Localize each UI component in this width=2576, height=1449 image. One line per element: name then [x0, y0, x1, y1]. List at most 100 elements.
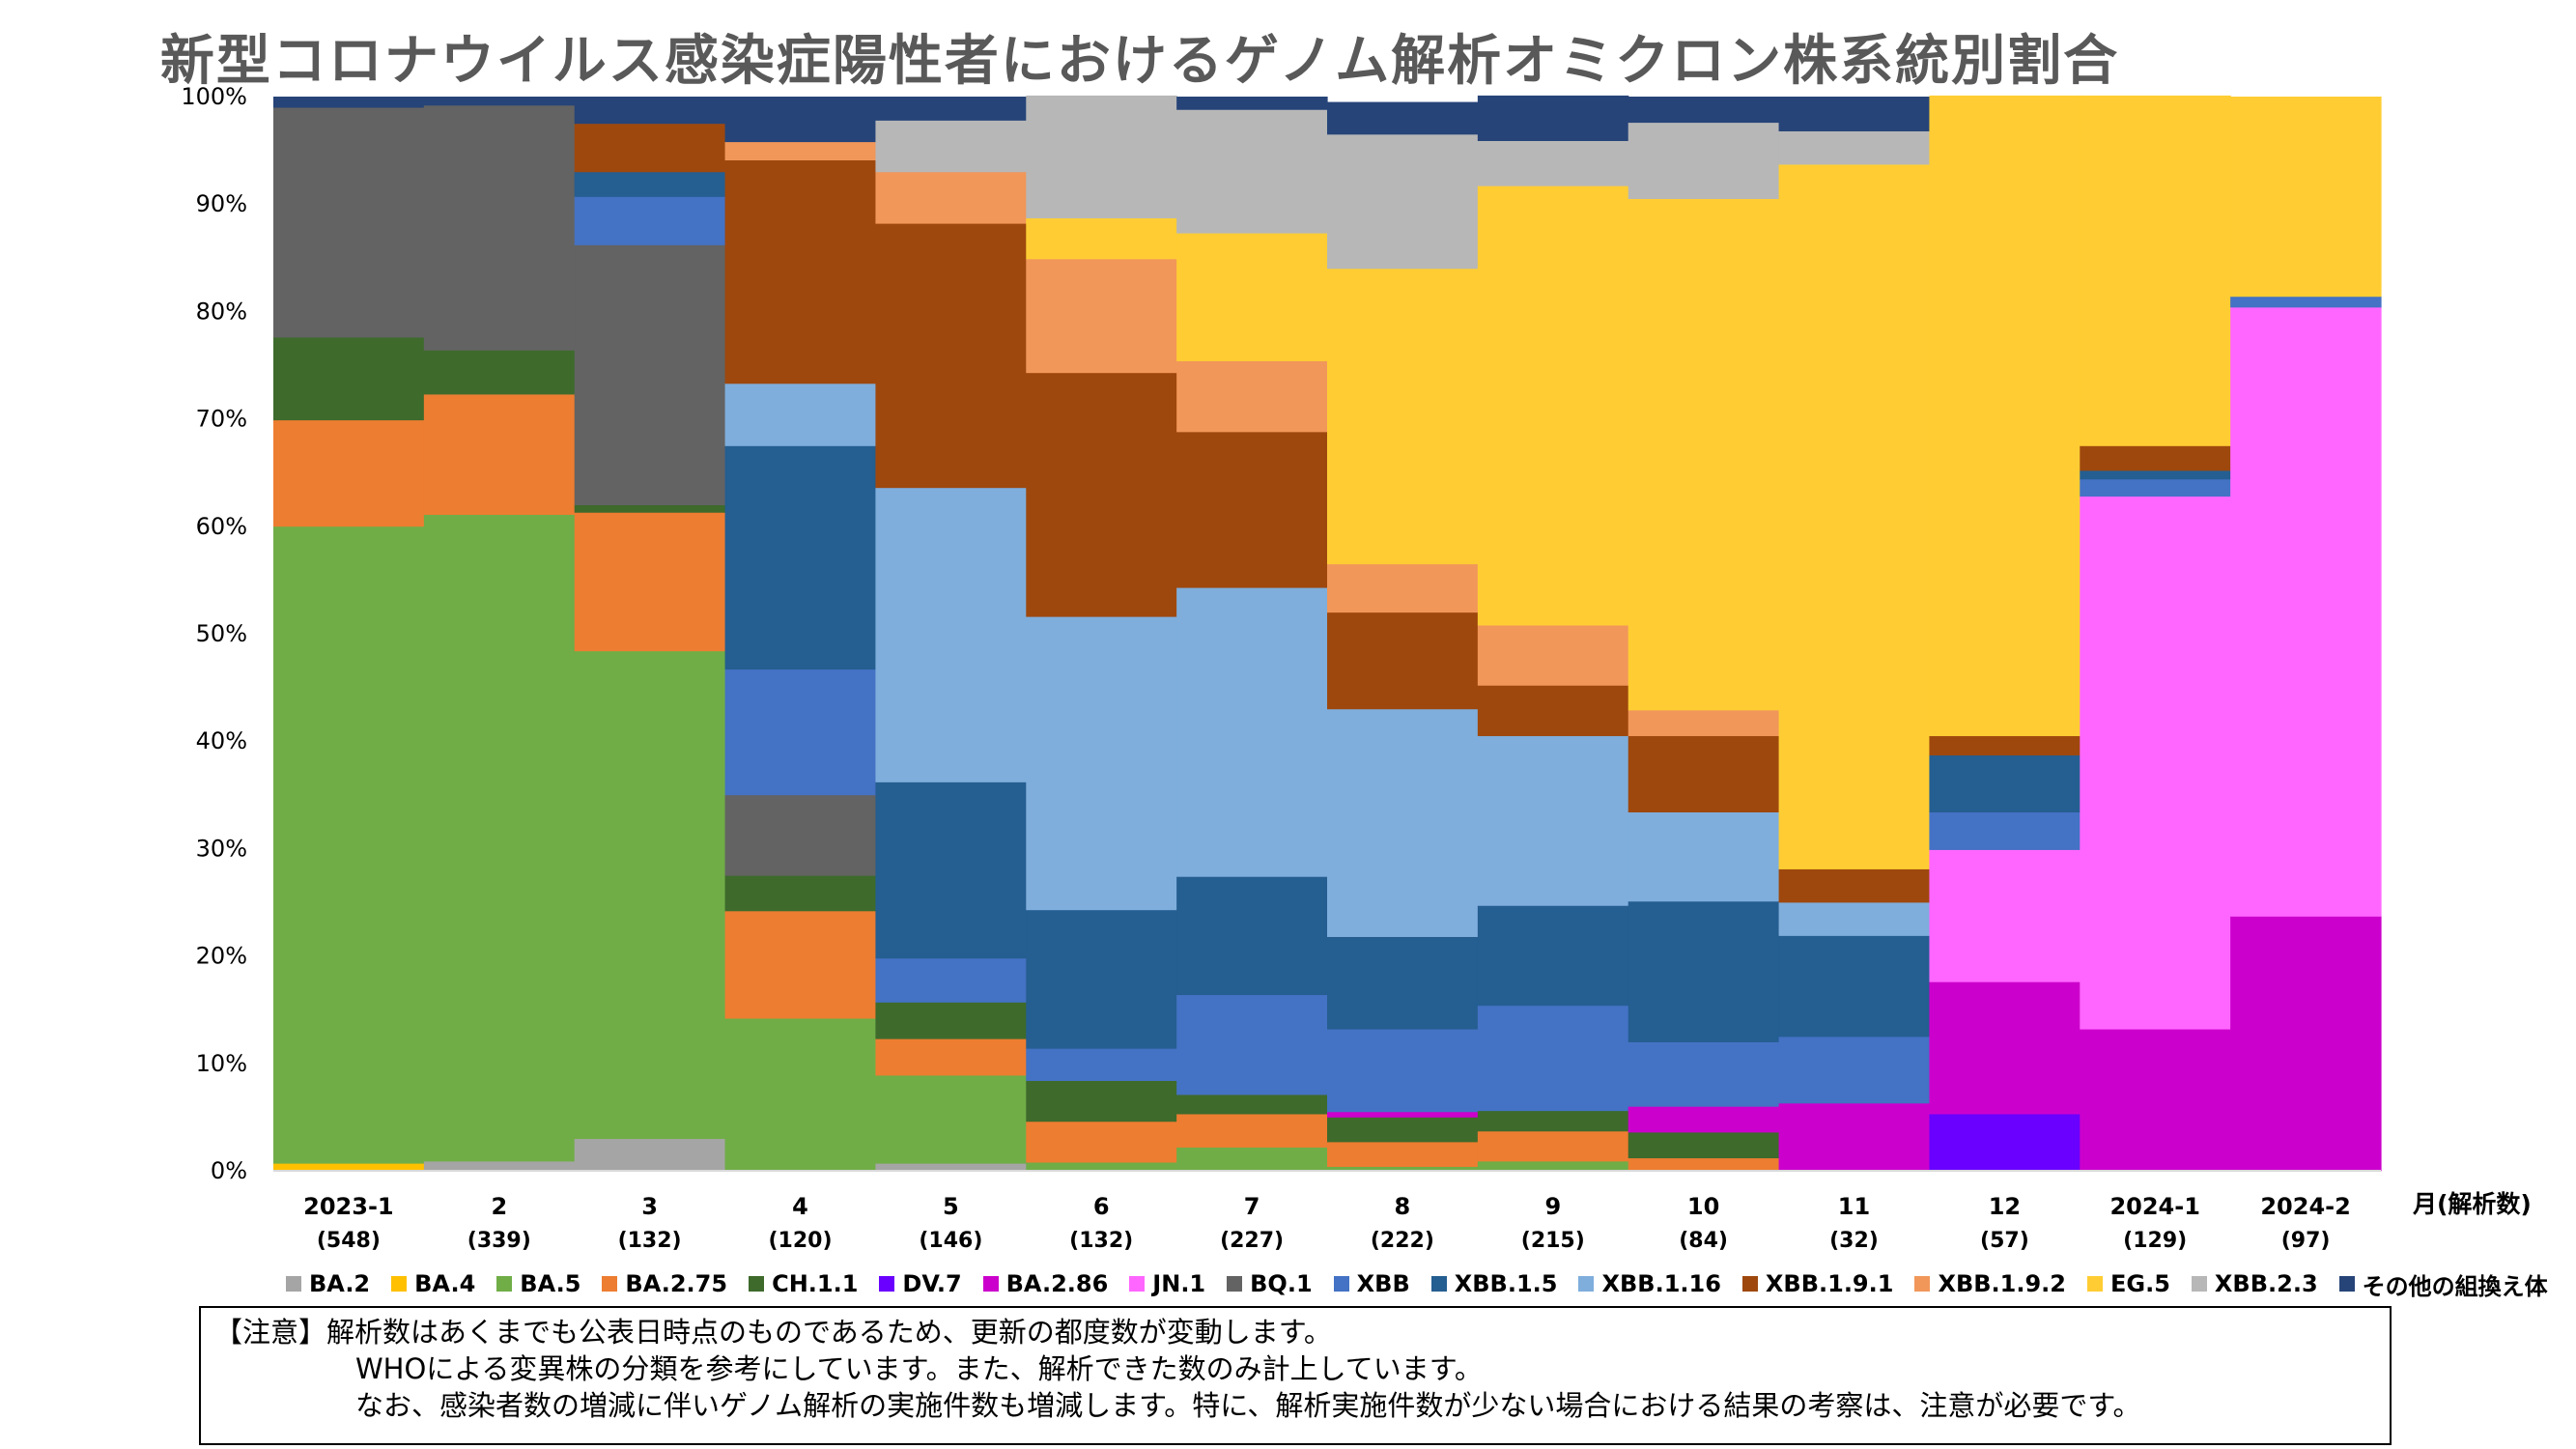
- legend-swatch: [1227, 1276, 1243, 1292]
- y-tick-label: 70%: [196, 406, 247, 433]
- bar-segment-XBB.1.9.1-8: [1327, 611, 1479, 710]
- bar-segment-CH.1.1-4: [724, 875, 877, 912]
- x-tick-count-label: (120): [768, 1229, 832, 1253]
- bar-segment-XBB.1.5-11: [1778, 935, 1931, 1037]
- bar-segment-XBB-6: [1026, 1048, 1177, 1081]
- bars-layer: [273, 95, 2382, 1172]
- bar-segment-XBB.1.16-4: [724, 383, 877, 446]
- legend-label: XBB.2.3: [2214, 1270, 2318, 1297]
- bar-segment-XBB.1.16-10: [1628, 811, 1780, 902]
- bar-segment-BA.2.75-4: [724, 910, 877, 1019]
- bar-segment-XBB.1.16-6: [1026, 616, 1177, 911]
- legend-label: BA.4: [414, 1270, 476, 1297]
- bar-segment-BA.2.75-2: [423, 394, 576, 515]
- bar-segment-XBB.1.5-4: [724, 445, 877, 670]
- bar-segment-BA.5-3: [574, 650, 726, 1140]
- x-tick-label: 2024-1: [2109, 1193, 2199, 1220]
- bar-segment-XBB-7: [1176, 994, 1328, 1095]
- bar-segment-その他の組換え体-9: [1477, 95, 1629, 141]
- bar-segment-XBB.1.5-7: [1176, 876, 1328, 996]
- y-tick-label: 40%: [196, 727, 247, 754]
- bar-segment-XBB.2.3-5: [875, 120, 1027, 173]
- x-tick-label: 8: [1395, 1193, 1411, 1220]
- x-tick-label: 4: [792, 1193, 808, 1220]
- bar-segment-XBB-5: [875, 957, 1027, 1003]
- legend-item: XBB.1.5: [1430, 1270, 1557, 1297]
- legend-label: CH.1.1: [772, 1270, 859, 1297]
- bar-segment-BA.2.75-10: [1628, 1157, 1780, 1172]
- bar-segment-XBB.1.16-5: [875, 487, 1027, 782]
- x-tick-count-label: (339): [467, 1229, 531, 1253]
- bar-segment-CH.1.1-6: [1026, 1080, 1177, 1122]
- bar-segment-BQ.1-2023-1: [273, 107, 425, 338]
- x-tick-label: 5: [943, 1193, 959, 1220]
- x-tick-count-label: (84): [1679, 1229, 1728, 1253]
- legend-swatch: [982, 1276, 999, 1292]
- bar-segment-XBB.1.9.1-5: [875, 223, 1027, 489]
- bar-segment-XBB.1.5-10: [1628, 900, 1780, 1042]
- bar-segment-BA.2-5: [875, 1163, 1027, 1172]
- bar-segment-CH.1.1-2023-1: [273, 337, 425, 421]
- legend-item: BA.2.75: [602, 1270, 727, 1297]
- bar-segment-その他の組換え体-2023-1: [273, 97, 425, 108]
- bar-segment-BQ.1-2: [423, 104, 576, 351]
- bar-segment-JN.1-2024-1: [2080, 496, 2231, 1030]
- bar-segment-XBB.1.9.2-5: [875, 171, 1027, 224]
- bar-segment-XBB-4: [724, 668, 877, 796]
- bar-segment-BA.2.86-12: [1929, 981, 2081, 1115]
- bar-segment-BA.2.86-2024-2: [2230, 916, 2382, 1172]
- x-tick-count-label: (222): [1371, 1229, 1434, 1253]
- bar-segment-XBB-9: [1477, 1005, 1629, 1112]
- bar-segment-CH.1.1-7: [1176, 1094, 1328, 1115]
- bar-segment-BA.4-2023-1: [273, 1163, 425, 1172]
- bar-segment-CH.1.1-5: [875, 1002, 1027, 1039]
- bar-segment-JN.1-12: [1929, 849, 2081, 982]
- bar-segment-BA.5-2023-1: [273, 526, 425, 1164]
- y-tick-label: 0%: [211, 1157, 247, 1184]
- legend-swatch: [2087, 1276, 2103, 1292]
- bar-segment-その他の組換え体-10: [1628, 97, 1780, 124]
- legend-swatch: [1129, 1276, 1146, 1292]
- bar-segment-その他の組換え体-11: [1778, 97, 1931, 131]
- bar-segment-EG.5-11: [1778, 164, 1931, 869]
- bar-segment-XBB.1.9.1-10: [1628, 735, 1780, 812]
- bar-segment-BA.2.75-3: [574, 512, 726, 652]
- bar-segment-XBB.1.16-9: [1477, 735, 1629, 906]
- legend-swatch: [496, 1276, 513, 1292]
- bar-segment-CH.1.1-9: [1477, 1110, 1629, 1132]
- bar-segment-XBB.1.5-8: [1327, 936, 1479, 1030]
- bar-segment-XBB.1.9.1-12: [1929, 735, 2081, 756]
- bar-segment-XBB.2.3-11: [1778, 130, 1931, 165]
- bar-segment-XBB.1.9.1-9: [1477, 685, 1629, 737]
- y-tick-label: 20%: [196, 943, 247, 970]
- bar-segment-EG.5-12: [1929, 95, 2081, 737]
- notice-line-3: なお、感染者数の増減に伴いゲノム解析の実施件数も増減します。特に、解析実施件数が…: [355, 1389, 2141, 1422]
- bar-segment-XBB.1.5-3: [574, 171, 726, 197]
- bar-segment-BA.5-9: [1477, 1160, 1629, 1172]
- legend-swatch: [1430, 1276, 1447, 1292]
- legend-swatch: [879, 1276, 895, 1292]
- legend-item: EG.5: [2087, 1270, 2170, 1297]
- legend-item: XBB.2.3: [2191, 1270, 2318, 1297]
- x-tick-label: 3: [641, 1193, 658, 1220]
- bar-segment-その他の組換え体-7: [1176, 97, 1328, 110]
- notice-line-1: 【注意】解析数はあくまでも公表日時点のものであるため、更新の都度数が変動します。: [214, 1314, 2376, 1350]
- legend-item: XBB: [1333, 1270, 1410, 1297]
- bar-segment-EG.5-10: [1628, 198, 1780, 711]
- bar-segment-BA.2-2: [423, 1160, 576, 1172]
- bar-segment-XBB-2024-2: [2230, 296, 2382, 308]
- bar-segment-BA.5-5: [875, 1075, 1027, 1164]
- bar-segment-XBB.2.3-8: [1327, 133, 1479, 270]
- legend-item: XBB.1.9.2: [1914, 1270, 2066, 1297]
- legend-swatch: [1578, 1276, 1595, 1292]
- bar-segment-XBB.1.9.1-7: [1176, 431, 1328, 588]
- legend-item: BQ.1: [1227, 1270, 1313, 1297]
- y-tick-label: 10%: [196, 1050, 247, 1077]
- x-tick-count-label: (227): [1220, 1229, 1284, 1253]
- legend-label: BA.2.86: [1005, 1270, 1109, 1297]
- bar-segment-XBB-10: [1628, 1041, 1780, 1107]
- notice-box: 【注意】解析数はあくまでも公表日時点のものであるため、更新の都度数が変動します。…: [199, 1306, 2392, 1445]
- legend-label: BA.2: [309, 1270, 371, 1297]
- stacked-bar-chart: 0% 10% 20% 30% 40% 50% 60% 70% 80% 90% 100% 2023-1…: [181, 83, 2531, 1253]
- bar-segment-XBB.2.3-9: [1477, 140, 1629, 186]
